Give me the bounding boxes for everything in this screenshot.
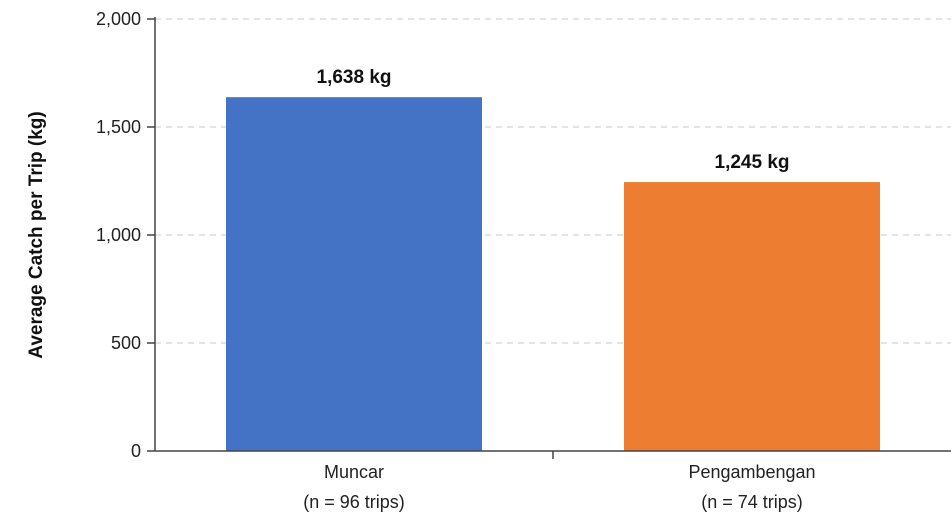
y-tick-label: 2,000 [96,9,141,29]
y-axis-title: Average Catch per Trip (kg) [26,111,47,358]
bars [226,97,880,451]
data-label-muncar: 1,638 kg [317,67,392,88]
x-category-label: Muncar [324,462,384,482]
y-tick-label: 0 [131,441,141,461]
x-category-sublabel: (n = 74 trips) [701,492,803,512]
y-tick-label: 500 [111,333,141,353]
data-label-pengambengan: 1,245 kg [715,152,790,173]
bar-pengambengan [624,182,880,451]
labels: 0 500 1,000 1,500 2,000 1,638 kg Muncar (n = 96… [96,9,816,512]
x-category-label: Pengambengan [688,462,815,482]
y-tick-label: 1,500 [96,117,141,137]
bar-muncar [226,97,482,451]
y-tick-label: 1,000 [96,225,141,245]
x-category-sublabel: (n = 96 trips) [303,492,405,512]
axes [147,17,951,459]
